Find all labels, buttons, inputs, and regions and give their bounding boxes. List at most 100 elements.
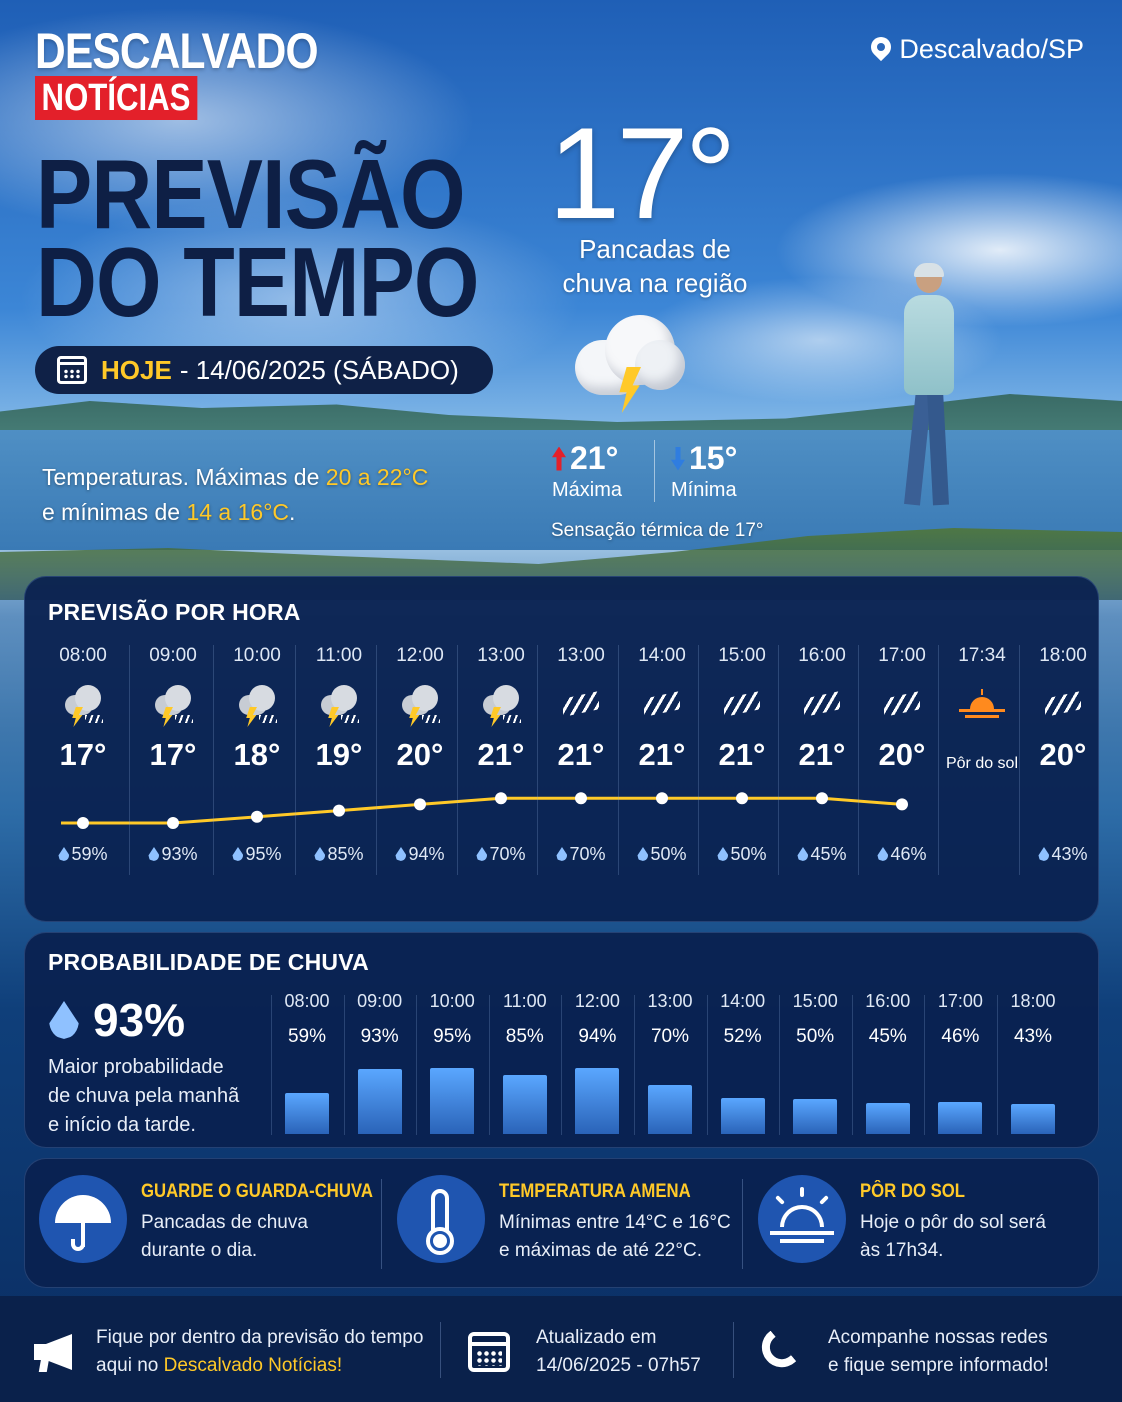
hour-temp: 21°	[638, 737, 686, 772]
hour-temp: 17°	[59, 737, 107, 772]
thermometer-icon	[397, 1175, 485, 1263]
hour-rain-chance: 70%	[461, 844, 541, 865]
hour-temp: 20°	[878, 737, 926, 772]
rain-bar-column: 17:00 46%	[924, 991, 996, 1136]
hour-temp: 20°	[396, 737, 444, 772]
hour-rain-chance: 50%	[702, 844, 782, 865]
rain-bar-column: 15:00 50%	[779, 991, 851, 1136]
column-divider	[561, 995, 563, 1135]
footer-social-line1: Acompanhe nossas redes	[828, 1327, 1048, 1348]
hourly-title: PREVISÃO POR HORA	[48, 599, 301, 625]
page-title-line2: DO TEMPO	[36, 227, 479, 337]
bar-value-label: 70%	[650, 1026, 690, 1047]
footer-social-line2: e fique sempre informado!	[828, 1355, 1049, 1376]
hour-time: 17:34	[958, 645, 1006, 666]
rain-bar	[1011, 1103, 1055, 1134]
bar-time: 13:00	[647, 991, 693, 1011]
hourly-column: 16:00 21° 45%	[782, 641, 862, 891]
summary-part3: .	[289, 499, 296, 525]
brand-badge: NOTÍCIAS	[35, 76, 198, 120]
summary-max-range: 20 a 22°C	[325, 464, 429, 490]
hourly-column: 08:00 17° 59%	[43, 641, 123, 891]
footer-follow-line1: Fique por dentro da previsão do tempo	[96, 1327, 424, 1348]
column-divider	[129, 645, 130, 875]
column-divider	[698, 645, 699, 875]
divider	[742, 1179, 743, 1269]
tip-title: PÔR DO SOL	[860, 1181, 965, 1202]
column-divider	[213, 645, 214, 875]
footer-follow: Fique por dentro da previsão do tempo aq…	[34, 1324, 423, 1380]
column-divider	[778, 645, 779, 875]
raindrop-icon	[797, 847, 809, 861]
max-rain-probability: 93%	[49, 993, 185, 1047]
footer: Fique por dentro da previsão do tempo aq…	[0, 1296, 1122, 1402]
bar-time: 12:00	[574, 991, 620, 1011]
bar-time: 08:00	[284, 991, 330, 1011]
bar-value-label: 52%	[723, 1026, 762, 1047]
calendar-icon	[57, 356, 87, 384]
thunderstorm-icon	[43, 683, 123, 731]
rain-chance-value: 50%	[650, 844, 687, 864]
tip-line: Mínimas entre 14°C e 16°C	[499, 1212, 731, 1233]
footer-updated-line2: 14/06/2025 - 07h57	[536, 1355, 701, 1376]
hour-temp: 19°	[315, 737, 363, 772]
rain-chance-value: 93%	[161, 844, 198, 864]
current-condition: Pancadas de chuva na região	[562, 234, 748, 298]
raindrop-icon	[877, 847, 889, 861]
rain-bar	[865, 1102, 910, 1134]
raindrop-icon	[395, 847, 407, 861]
rain-bar-column: 13:00 70%	[634, 991, 706, 1136]
phone-icon	[753, 1330, 800, 1376]
column-divider	[924, 995, 926, 1135]
max-temp: 21° Máxima	[550, 440, 654, 502]
rain-bar	[793, 1099, 838, 1134]
rain-bar-column: 14:00 52%	[707, 991, 779, 1136]
raindrop-icon	[476, 847, 488, 861]
bar-value-label: 93%	[360, 1026, 399, 1047]
max-label: Máxima	[552, 479, 623, 501]
footer-brand-link[interactable]: Descalvado Notícias!	[163, 1355, 343, 1376]
hourly-column: 17:00 20° 46%	[862, 641, 942, 891]
hour-time: 10:00	[233, 645, 281, 666]
hour-time: 08:00	[59, 645, 107, 666]
tip-line: Hoje o pôr do sol será	[860, 1212, 1046, 1233]
column-divider	[851, 995, 853, 1135]
hour-temp: 21°	[718, 737, 766, 772]
bar-value-label: 85%	[505, 1026, 544, 1047]
rain-description: Maior probabilidade de chuva pela manhã …	[48, 1053, 239, 1140]
column-divider	[1019, 645, 1020, 875]
hour-rain-chance: 50%	[622, 844, 702, 865]
hour-rain-chance: 95%	[217, 844, 297, 865]
rain-bar	[430, 1067, 475, 1134]
hour-time: 13:00	[477, 645, 525, 666]
map-pin-icon	[871, 37, 891, 63]
today-label: HOJE	[101, 354, 172, 385]
rain-bar-column: 18:00 43%	[997, 991, 1069, 1136]
megaphone-icon	[34, 1332, 78, 1372]
date-text: - 14/06/2025 (SÁBADO)	[179, 354, 459, 385]
rain-bar	[648, 1085, 692, 1134]
thunderstorm-icon	[575, 315, 690, 415]
hourly-grid: 08:00 17° 59% 09:00 17° 93% 10:00 18° 95% 11:00 19…	[43, 641, 1088, 901]
hour-rain-chance: 45%	[782, 844, 862, 865]
hour-temp: 21°	[557, 737, 605, 772]
rain-bar-column: 10:00 95%	[416, 991, 488, 1136]
temperature-summary: Temperaturas. Máximas de 20 a 22°C e mín…	[42, 460, 428, 530]
tip-temperature: TEMPERATURA AMENA Mínimas entre 14°C e 1…	[397, 1175, 731, 1265]
column-divider	[457, 645, 458, 875]
umbrella-icon	[39, 1175, 127, 1263]
current-temperature: 17°	[548, 100, 737, 246]
hour-time: 18:00	[1039, 645, 1087, 666]
rain-chance-value: 43%	[1051, 844, 1088, 864]
hourly-column: 13:00 21° 70%	[461, 641, 541, 891]
feels-like: Sensação térmica de 17°	[551, 520, 764, 541]
summary-part1: Temperaturas. Máximas de	[42, 464, 326, 490]
rain-bar	[575, 1068, 620, 1134]
min-value: 15°	[689, 440, 738, 476]
column-divider	[416, 995, 418, 1135]
rain-chance-value: 95%	[245, 844, 282, 864]
summary-part2: e mínimas de	[42, 499, 187, 525]
raindrop-icon	[637, 847, 649, 861]
footer-social[interactable]: Acompanhe nossas redes e fique sempre in…	[753, 1324, 1049, 1380]
raindrop-icon	[58, 847, 70, 861]
